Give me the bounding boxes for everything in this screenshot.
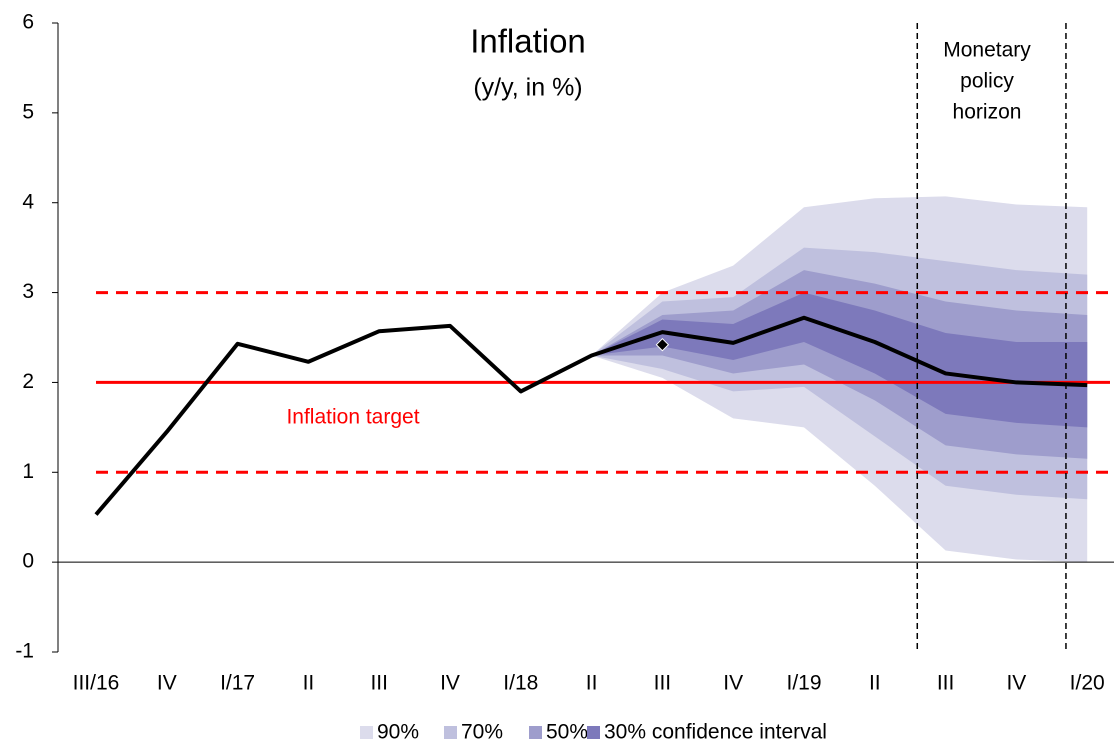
x-tick-label: IV <box>157 672 177 695</box>
x-tick-label: III <box>937 672 955 695</box>
x-tick-label: II <box>586 672 598 695</box>
x-tick-label: IV <box>440 672 460 695</box>
y-tick-label: 6 <box>22 11 34 34</box>
y-tick-label: -1 <box>15 640 34 663</box>
y-tick-label: 5 <box>22 100 34 123</box>
x-tick-label: II <box>869 672 881 695</box>
x-tick-label: I/18 <box>503 672 538 695</box>
x-tick-label: III <box>370 672 388 695</box>
x-tick-label: II <box>303 672 315 695</box>
legend-label: 90% <box>377 721 419 744</box>
y-tick-label: 1 <box>22 460 34 483</box>
fan-band <box>591 292 1088 428</box>
horizon-label: horizon <box>953 101 1022 124</box>
chart-title: Inflation <box>470 23 586 60</box>
legend-swatch <box>587 726 600 739</box>
legend-label: 30% confidence interval <box>604 721 827 744</box>
y-tick-label: 2 <box>22 370 34 393</box>
x-tick-label: I/19 <box>786 672 821 695</box>
x-tick-label: I/20 <box>1070 672 1105 695</box>
horizon-label: policy <box>960 70 1014 93</box>
legend-label: 70% <box>461 721 503 744</box>
x-tick-label: I/17 <box>220 672 255 695</box>
legend-swatch <box>444 726 457 739</box>
legend-label: 50% <box>546 721 588 744</box>
target-label: Inflation target <box>286 406 419 429</box>
x-tick-label: IV <box>1006 672 1026 695</box>
horizon-label: Monetary <box>943 39 1031 62</box>
legend-swatch <box>529 726 542 739</box>
x-tick-label: IV <box>723 672 743 695</box>
y-tick-label: 4 <box>22 190 34 213</box>
chart-subtitle: (y/y, in %) <box>473 74 582 102</box>
legend-swatch <box>360 726 373 739</box>
inflation-line <box>94 315 1088 516</box>
y-tick-label: 0 <box>22 550 34 573</box>
x-tick-label: III/16 <box>73 672 120 695</box>
y-tick-label: 3 <box>22 280 34 303</box>
diamond-marker <box>655 337 670 352</box>
x-tick-label: III <box>654 672 672 695</box>
